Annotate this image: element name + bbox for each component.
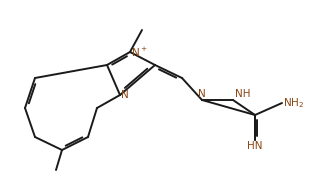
Text: HN: HN bbox=[247, 141, 263, 151]
Text: NH$_2$: NH$_2$ bbox=[283, 96, 304, 110]
Text: NH: NH bbox=[235, 89, 250, 99]
Text: N$^+$: N$^+$ bbox=[131, 45, 148, 59]
Text: N: N bbox=[198, 89, 206, 99]
Text: N: N bbox=[121, 90, 129, 100]
